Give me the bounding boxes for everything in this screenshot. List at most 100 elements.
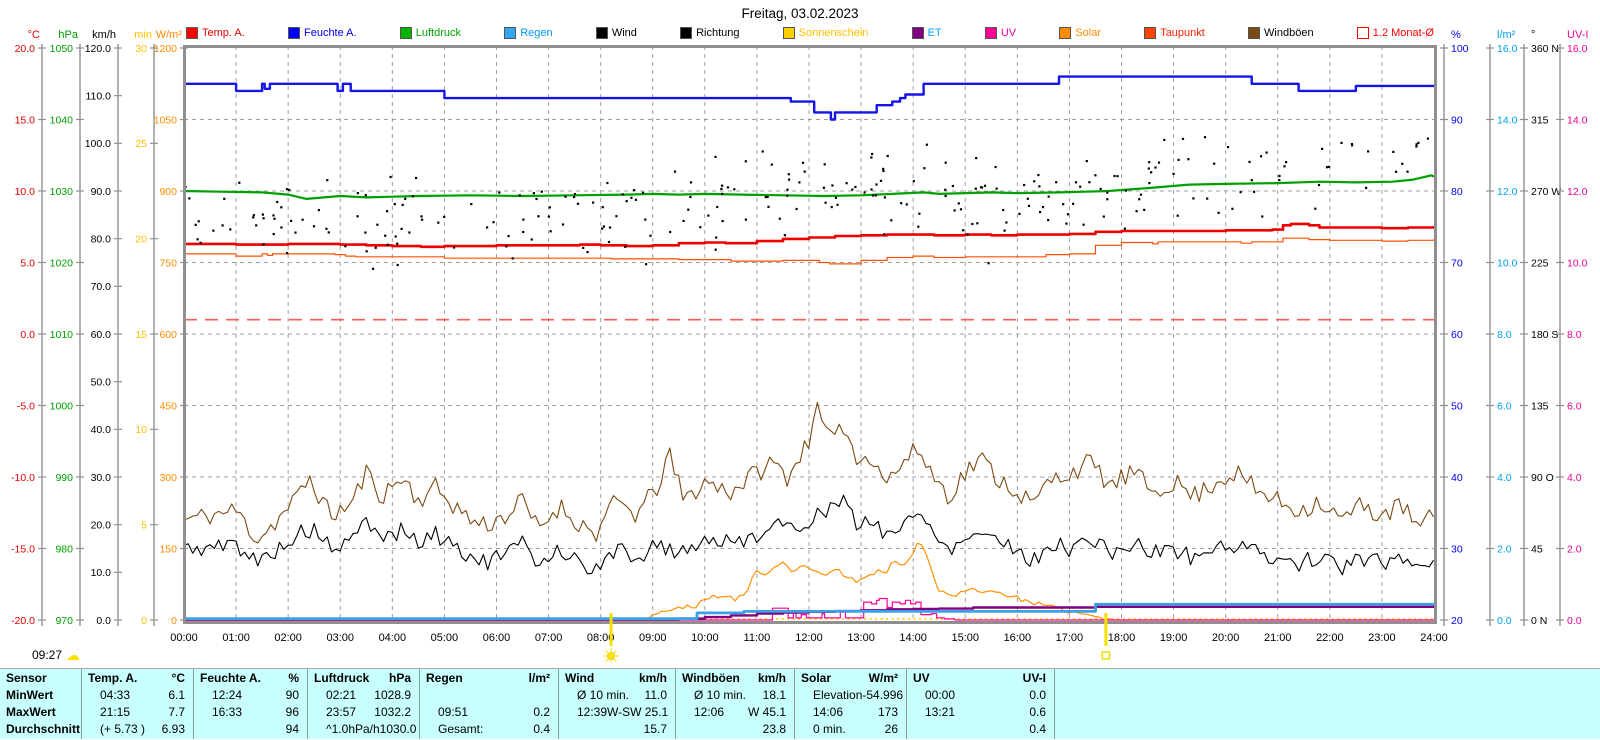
tick-label: 1000 xyxy=(50,400,74,412)
stats-row: 02:21 1028.9 xyxy=(314,687,411,704)
series-regen-line xyxy=(184,602,1434,620)
series-richtung-dots xyxy=(184,136,1429,270)
tick-label: -20.0 xyxy=(11,615,35,627)
x-tick-label: 16:00 xyxy=(1004,632,1032,644)
axis-unit-uvi: UV-I xyxy=(1567,29,1588,41)
cloud-icon: ☁ xyxy=(66,647,81,663)
tick-label: 450 xyxy=(159,400,177,412)
legend-swatch-feuchte-a xyxy=(287,27,300,39)
stats-cell-label: 02:21 xyxy=(326,688,357,702)
legend-swatch-luftdruck xyxy=(399,27,412,39)
tick-label: 10.0 xyxy=(15,186,36,198)
stats-cell-label: 12:24 xyxy=(212,688,243,702)
stats-col-name: Sensor xyxy=(6,671,47,685)
x-tick-label: 01:00 xyxy=(222,632,250,644)
legend-label: Richtung xyxy=(696,27,740,39)
tick-label: 4.0 xyxy=(1497,472,1512,484)
stats-cell-label xyxy=(565,721,577,738)
tick-label: 1050 xyxy=(50,43,74,55)
tick-label: 150 xyxy=(159,543,177,555)
stats-col-unit: UV-I xyxy=(1022,671,1046,685)
tick-label: 70.0 xyxy=(91,281,112,293)
legend-swatch-uv xyxy=(984,27,997,39)
stats-cell-value: 6.1 xyxy=(168,688,185,702)
stats-cell-label: 13:21 xyxy=(925,705,956,719)
stats-row: Gesamt: 0.4 xyxy=(426,721,550,738)
x-tick-label: 17:00 xyxy=(1056,632,1084,644)
tick-label: 16.0 xyxy=(1497,43,1518,55)
stats-col-name: Solar xyxy=(801,671,832,685)
stats-col-unit: km/h xyxy=(757,671,786,685)
legend-swatch-1-2-monat xyxy=(1356,27,1369,39)
stats-cell-label xyxy=(913,721,925,738)
stats-row: MaxWert xyxy=(6,704,73,721)
stats-row: Ø 10 min. 18.1 xyxy=(682,687,786,704)
stats-col-solar: Solar W/m² Elevation -54.996 14:06 173 0 min. 2… xyxy=(795,669,907,739)
stats-col-name: Feuchte A. xyxy=(200,671,261,685)
tick-label: 100 xyxy=(1451,43,1469,55)
stats-row: Durchschnitt xyxy=(6,721,80,738)
tick-label: 45 xyxy=(1531,543,1543,555)
stats-cell-label: 00:00 xyxy=(925,688,956,702)
legend-item-feuchte-a: Feuchte A. xyxy=(287,27,357,39)
axis-temp: °C 20.0 15.0 10.0 5.0 0.0 -5.0 -10.0 -15.0 -20.0 xyxy=(11,29,46,627)
stats-cell-value: 11.0 xyxy=(644,688,667,702)
legend-label: Wind xyxy=(611,27,637,39)
stats-cell-label: 04:33 xyxy=(100,688,131,702)
tick-label: 80 xyxy=(1451,186,1463,198)
legend-item-uv: UV xyxy=(984,27,1016,39)
axis-unit-hpa: hPa xyxy=(58,29,78,41)
stats-cell-label: 21:15 xyxy=(100,705,131,719)
tick-label: 0.0 xyxy=(20,329,35,341)
stats-header: Windböen km/h xyxy=(682,670,786,687)
stats-row: 16:33 96 xyxy=(200,704,299,721)
series-temp-a-line xyxy=(184,222,1436,249)
stats-cell-value: -54.996 xyxy=(862,688,904,702)
legend-swatch-temp-a xyxy=(186,27,198,39)
legend-item-regen: Regen xyxy=(504,27,553,39)
series-taupunkt-line xyxy=(184,237,1435,265)
tick-label: 15 xyxy=(135,329,147,341)
stats-cell-value: 0.4 xyxy=(533,722,550,736)
stats-cell-value: 96 xyxy=(285,705,299,719)
tick-label: 5 xyxy=(141,519,147,531)
stats-col-sensor: Sensor MinWert MaxWert Durchschnitt xyxy=(0,669,82,739)
sun-markers xyxy=(603,613,1111,662)
tick-label: 25 xyxy=(135,138,147,150)
legend-item-temp-a: Temp. A. xyxy=(186,27,245,39)
tick-label: 120.0 xyxy=(85,43,111,55)
axis-unit-kmh: km/h xyxy=(92,29,116,41)
tick-label: 90.0 xyxy=(91,186,112,198)
stats-col-name: Temp. A. xyxy=(88,671,138,685)
tick-label: 14.0 xyxy=(1497,114,1518,126)
legend-swatch-windb-en xyxy=(1248,27,1261,39)
tick-label: 6.0 xyxy=(1567,400,1582,412)
series-wind-line xyxy=(183,494,1434,576)
stats-cell-label: 0 min. xyxy=(813,722,846,736)
x-tick-label: 09:00 xyxy=(639,632,667,644)
tick-label: 0 xyxy=(141,615,147,627)
tick-label: 90 O xyxy=(1531,472,1554,484)
stats-row: 14:06 173 xyxy=(801,704,898,721)
legend-label: Temp. A. xyxy=(202,27,245,39)
stats-col-unit: W/m² xyxy=(868,671,898,685)
tick-label: -10.0 xyxy=(11,472,35,484)
x-tick-label: 21:00 xyxy=(1264,632,1292,644)
stats-cell-label: 23:57 xyxy=(326,705,357,719)
stats-row: 15.7 xyxy=(565,721,667,738)
chart-legend: Temp. A. Feuchte A. Luftdruck Regen Wind Rich… xyxy=(186,27,1434,39)
tick-label: 0 N xyxy=(1531,615,1547,627)
legend-item-sonnenschein: Sonnenschein xyxy=(782,27,868,39)
stats-cell-label: Durchschnitt xyxy=(6,722,81,736)
stats-cell-value: 173 xyxy=(877,705,898,719)
stats-cell-label: ^1.0hPa/h xyxy=(326,722,380,736)
x-tick-label: 19:00 xyxy=(1160,632,1188,644)
tick-label: 30.0 xyxy=(91,472,112,484)
legend-item-taupunkt: Taupunkt xyxy=(1144,27,1205,39)
legend-label: Taupunkt xyxy=(1160,27,1205,39)
stats-header: Regen l/m² xyxy=(426,670,550,687)
x-tick-label: 24:00 xyxy=(1420,632,1448,644)
tick-label: 315 xyxy=(1531,114,1549,126)
legend-item-luftdruck: Luftdruck xyxy=(399,27,461,39)
tick-label: 8.0 xyxy=(1567,329,1582,341)
